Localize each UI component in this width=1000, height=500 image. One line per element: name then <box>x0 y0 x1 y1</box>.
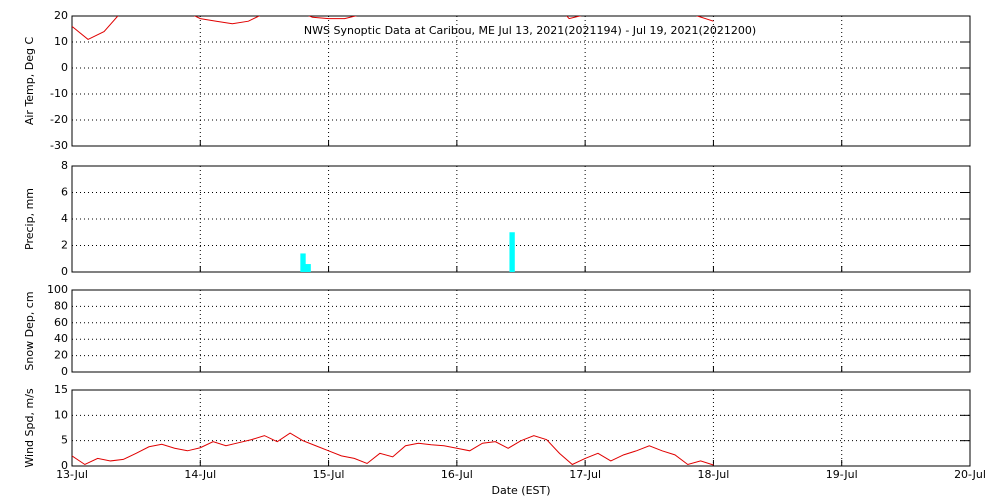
x-tick-label: 15-Jul <box>313 468 345 481</box>
plot-frame <box>71 15 971 147</box>
y-tick-label: 10 <box>54 408 68 421</box>
y-axis-label: Air Temp, Deg C <box>23 37 36 126</box>
y-tick-label: 10 <box>54 35 68 48</box>
y-tick-label: 0 <box>61 365 68 378</box>
y-tick-label: 2 <box>61 239 68 252</box>
y-tick-label: 0 <box>61 265 68 278</box>
y-axis-label: Wind Spd, m/s <box>23 388 36 468</box>
y-axis-label: Precip, mm <box>23 188 36 250</box>
y-tick-label: 60 <box>54 316 68 329</box>
y-tick-label: 20 <box>54 349 68 362</box>
bar <box>509 232 515 272</box>
y-axis-label: Snow Dep, cm <box>23 291 36 370</box>
y-tick-label: -30 <box>50 139 68 152</box>
y-tick-label: 0 <box>61 459 68 472</box>
x-tick-label: 18-Jul <box>697 468 729 481</box>
y-tick-label: 100 <box>47 283 68 296</box>
bar <box>300 253 306 272</box>
y-tick-label: 15 <box>54 383 68 396</box>
x-tick-label: 14-Jul <box>184 468 216 481</box>
plot-frame <box>71 289 971 373</box>
y-tick-label: -10 <box>50 87 68 100</box>
plot-frame <box>71 165 971 273</box>
y-tick-label: 6 <box>61 186 68 199</box>
y-tick-label: 5 <box>61 434 68 447</box>
x-axis-label: Date (EST) <box>491 484 550 497</box>
plot-content <box>72 432 714 466</box>
x-tick-label: 16-Jul <box>441 468 473 481</box>
data-line <box>72 432 714 466</box>
y-tick-label: 4 <box>61 212 68 225</box>
y-tick-label: 8 <box>61 159 68 172</box>
plot-frame <box>71 389 971 467</box>
chart-title: NWS Synoptic Data at Caribou, ME Jul 13,… <box>304 24 756 37</box>
y-tick-label: -20 <box>50 113 68 126</box>
y-tick-label: 80 <box>54 299 68 312</box>
x-tick-label: 13-Jul <box>56 468 88 481</box>
x-tick-label: 19-Jul <box>826 468 858 481</box>
y-tick-label: 0 <box>61 61 68 74</box>
y-tick-label: 40 <box>54 332 68 345</box>
bar <box>305 264 311 272</box>
plot-content <box>300 232 515 272</box>
x-tick-label: 17-Jul <box>569 468 601 481</box>
x-tick-label: 20-Jul <box>954 468 986 481</box>
y-tick-label: 20 <box>54 9 68 22</box>
